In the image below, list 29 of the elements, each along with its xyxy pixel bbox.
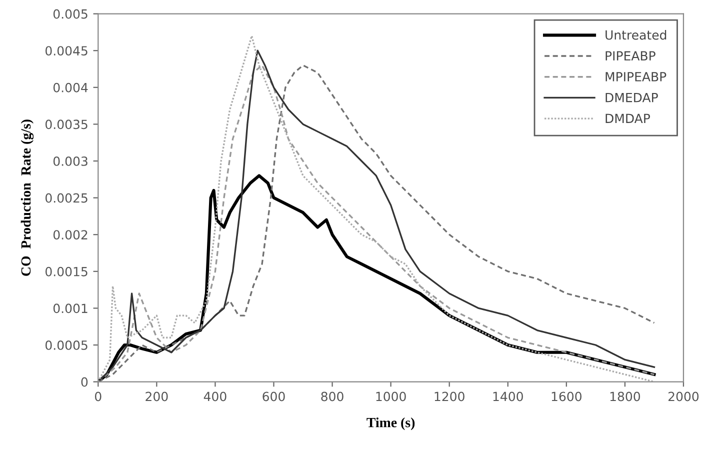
x-tick-label: 200 <box>146 392 168 402</box>
legend-label: DMEDAP <box>606 92 658 102</box>
y-tick-label: 0.001 <box>53 304 88 314</box>
y-tick-label: 0.005 <box>53 9 88 19</box>
x-tick-label: 800 <box>321 392 344 402</box>
x-tick-label: 1200 <box>434 392 464 402</box>
legend-label: PIPEABP <box>606 51 656 60</box>
y-tick-label: 0.0015 <box>46 266 88 276</box>
y-tick-label: 0.004 <box>53 82 88 92</box>
x-tick-label: 0 <box>94 392 102 402</box>
x-axis-title: Time (s) <box>366 418 415 430</box>
y-tick-label: 0.0005 <box>46 340 88 350</box>
y-tick-label: 0.0035 <box>46 120 88 130</box>
y-axis-title: CO Production Rate (g/s) <box>20 120 34 276</box>
x-tick-label: 600 <box>262 392 285 402</box>
y-tick-label: 0.0045 <box>46 46 88 56</box>
x-tick-label: 2000 <box>668 392 699 402</box>
y-tick-label: 0 <box>81 377 88 387</box>
y-tick-label: 0.003 <box>53 156 88 166</box>
x-tick-label: 1600 <box>552 392 582 402</box>
x-tick-label: 1400 <box>493 392 523 402</box>
legend-label: DMDAP <box>606 114 650 123</box>
x-tick-label: 1800 <box>610 392 640 402</box>
x-tick-label: 1000 <box>376 392 406 402</box>
legend-label: MPIPEABP <box>606 72 666 82</box>
y-tick-label: 0.0025 <box>46 193 88 203</box>
legend-label: Untreated <box>606 30 666 40</box>
x-tick-label: 400 <box>204 392 226 402</box>
y-tick-label: 0.002 <box>53 230 88 240</box>
